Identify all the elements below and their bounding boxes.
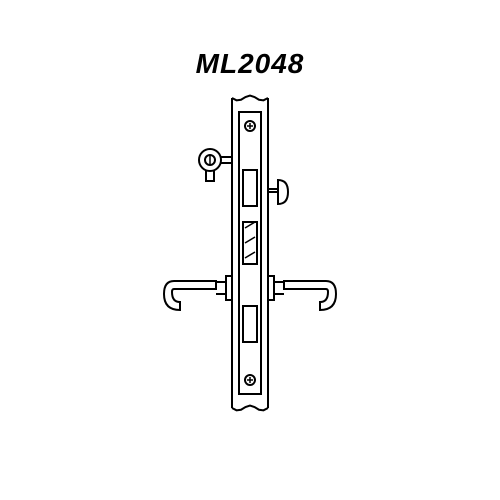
model-number-title: ML2048 [196, 48, 305, 80]
lever-left [164, 281, 216, 310]
lock-body-bottom-edge [232, 406, 268, 411]
lock-svg [140, 88, 360, 428]
lock-diagram [140, 88, 360, 428]
thumbturn [278, 180, 288, 204]
deadbolt-slot [243, 170, 257, 206]
aux-slot [243, 306, 257, 342]
lever-right [284, 281, 336, 310]
latch-teeth [245, 222, 255, 258]
cylinder-neck [221, 157, 232, 163]
lock-body-top-edge [232, 96, 268, 101]
